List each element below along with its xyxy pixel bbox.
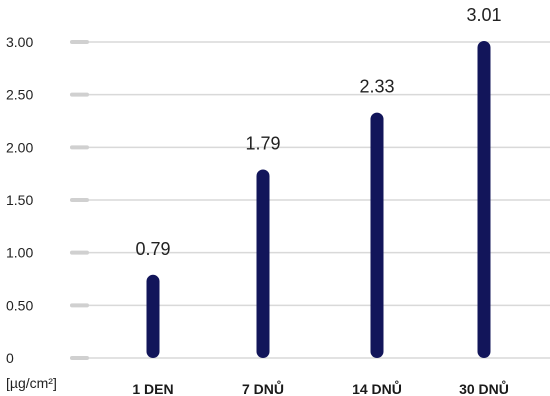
bars <box>146 40 491 359</box>
value-label: 3.01 <box>466 5 501 25</box>
value-label: 0.79 <box>135 239 170 259</box>
bar <box>256 169 270 358</box>
bar <box>477 40 491 359</box>
y-tick-label: 0.50 <box>6 297 33 313</box>
y-tick-label: 1.00 <box>6 245 33 261</box>
value-label: 2.33 <box>359 77 394 97</box>
value-labels: 0.79 1.79 2.33 3.01 <box>135 5 501 259</box>
x-tick-label: 7 DNŮ <box>242 379 284 396</box>
y-axis-ticks: 0 0.50 1.00 1.50 2.00 2.50 3.00 <box>6 34 89 366</box>
x-axis-labels: 1 DEN 7 DNŮ 14 DNŮ 30 DNŮ <box>132 379 509 396</box>
y-axis-unit-label: [µg/cm²] <box>6 375 57 391</box>
x-tick-label: 14 DNŮ <box>352 379 402 396</box>
y-tick-label: 2.50 <box>6 87 33 103</box>
y-tick-label: 3.00 <box>6 34 33 50</box>
y-tick-label: 1.50 <box>6 192 33 208</box>
value-label: 1.79 <box>245 133 280 153</box>
x-tick-label: 1 DEN <box>132 381 173 396</box>
y-tick-label: 0 <box>6 350 14 366</box>
bar <box>146 274 160 358</box>
y-tick-label: 2.00 <box>6 139 33 155</box>
bar <box>370 112 384 358</box>
x-tick-label: 30 DNŮ <box>459 379 509 396</box>
